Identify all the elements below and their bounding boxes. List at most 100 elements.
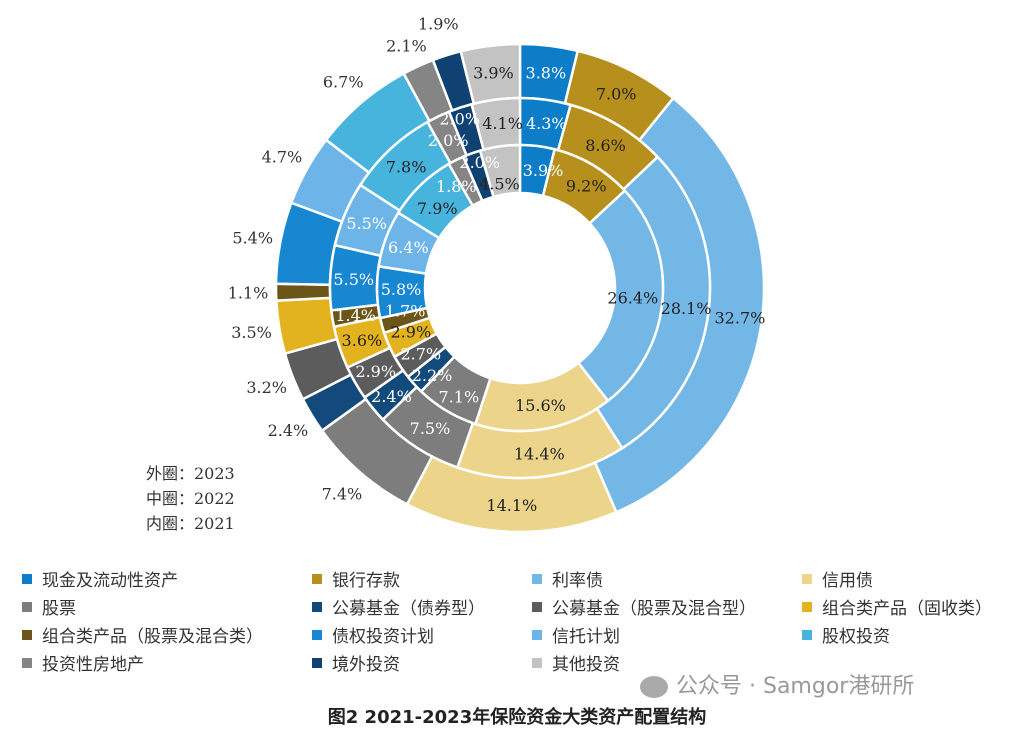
legend-label: 债权投资计划 bbox=[332, 627, 434, 647]
data-label-2021-3: 15.6% bbox=[515, 396, 566, 415]
segment-2023-8 bbox=[274, 282, 332, 302]
data-label-2022-13: 2.0% bbox=[439, 110, 480, 129]
data-label-2021-5: 2.2% bbox=[412, 366, 453, 385]
data-label-2021-12: 1.8% bbox=[436, 177, 477, 196]
legend-label: 银行存款 bbox=[332, 571, 400, 591]
legend-swatch bbox=[312, 629, 322, 640]
legend-swatch bbox=[22, 657, 32, 668]
data-label-2023-2: 32.7% bbox=[715, 309, 766, 328]
data-label-2021-14: 4.5% bbox=[479, 174, 520, 193]
data-label-2023-11: 6.7% bbox=[323, 72, 364, 91]
data-label-2023-4: 7.4% bbox=[322, 485, 363, 504]
legend-item: 利率债 bbox=[532, 566, 603, 591]
segment-2021-14 bbox=[478, 143, 522, 199]
legend-swatch bbox=[312, 573, 322, 584]
data-label-2023-10: 4.7% bbox=[262, 147, 303, 166]
legend-label: 公募基金（债券型） bbox=[332, 599, 485, 619]
data-label-2022-2: 28.1% bbox=[661, 299, 712, 318]
legend-item: 债权投资计划 bbox=[312, 622, 434, 647]
legend-label: 投资性房地产 bbox=[42, 655, 144, 675]
legend-item: 股票 bbox=[22, 594, 76, 619]
ring-note-inner: 内圈：2021 bbox=[146, 514, 235, 533]
legend-item: 组合类产品（固收类） bbox=[802, 594, 992, 619]
legend-item: 公募基金（股票及混合型） bbox=[532, 594, 756, 619]
legend-label: 境外投资 bbox=[332, 655, 400, 675]
data-label-2022-10: 5.5% bbox=[346, 214, 387, 233]
legend-label: 信用债 bbox=[822, 571, 873, 591]
watermark-text: 公众号 · Samgor港研所 bbox=[676, 674, 915, 699]
data-label-2021-1: 9.2% bbox=[566, 177, 607, 196]
data-label-2022-7: 3.6% bbox=[342, 331, 383, 350]
legend-swatch bbox=[802, 573, 812, 584]
data-label-2021-11: 7.9% bbox=[417, 199, 458, 218]
legend-item: 其他投资 bbox=[532, 650, 620, 675]
donut-chart: 3.8% 7.0% 32.7% 14.1% 7.4% 2.4% 3.2% 3.5% 1.1% 5.… bbox=[228, 15, 766, 534]
wechat-icon bbox=[640, 676, 668, 698]
data-label-2023-9: 5.4% bbox=[232, 228, 273, 247]
data-label-2021-7: 2.9% bbox=[391, 323, 432, 342]
data-label-2022-8: 1.4% bbox=[335, 306, 376, 325]
legend-swatch bbox=[802, 629, 812, 640]
data-label-2022-3: 14.4% bbox=[514, 444, 565, 463]
data-label-2022-11: 7.8% bbox=[386, 158, 427, 177]
legend-swatch bbox=[532, 573, 542, 584]
data-label-2023-14: 3.9% bbox=[473, 64, 514, 83]
data-label-2022-14: 4.1% bbox=[482, 114, 523, 133]
data-label-2023-7: 3.5% bbox=[231, 323, 272, 342]
legend-swatch bbox=[312, 657, 322, 668]
data-label-2023-5: 2.4% bbox=[268, 421, 309, 440]
data-label-2022-0: 4.3% bbox=[526, 114, 567, 133]
legend-swatch bbox=[532, 657, 542, 668]
legend-item: 信托计划 bbox=[532, 622, 620, 647]
data-label-2021-9: 5.8% bbox=[381, 280, 422, 299]
data-label-2023-6: 3.2% bbox=[246, 378, 287, 397]
legend-item: 股权投资 bbox=[802, 622, 890, 647]
legend-item: 组合类产品（股票及混合类） bbox=[22, 622, 263, 647]
data-label-2023-12: 2.1% bbox=[386, 37, 427, 56]
legend-label: 组合类产品（固收类） bbox=[822, 599, 992, 619]
legend-swatch bbox=[802, 601, 812, 612]
legend-label: 公募基金（股票及混合型） bbox=[552, 599, 756, 619]
data-label-2021-4: 7.1% bbox=[439, 387, 480, 406]
data-label-2022-6: 2.9% bbox=[355, 362, 396, 381]
legend-item: 投资性房地产 bbox=[22, 650, 144, 675]
legend-swatch bbox=[312, 601, 322, 612]
data-label-2023-0: 3.8% bbox=[526, 64, 567, 83]
legend-label: 股权投资 bbox=[822, 627, 890, 647]
data-label-2022-1: 8.6% bbox=[585, 136, 626, 155]
legend-item: 银行存款 bbox=[312, 566, 400, 591]
ring-note-outer: 外圈：2023 bbox=[146, 464, 235, 483]
chart-caption: 图2 2021-2023年保险资金大类资产配置结构 bbox=[327, 707, 707, 728]
data-label-2022-12: 2.0% bbox=[428, 131, 469, 150]
legend-item: 信用债 bbox=[802, 566, 873, 591]
legend-swatch bbox=[22, 601, 32, 612]
legend-item: 现金及流动性资产 bbox=[22, 566, 178, 591]
legend-swatch bbox=[22, 629, 32, 640]
data-label-2021-10: 6.4% bbox=[388, 238, 429, 257]
data-label-2022-4: 7.5% bbox=[410, 419, 451, 438]
data-label-2021-6: 2.7% bbox=[400, 345, 441, 364]
legend-label: 信托计划 bbox=[552, 627, 620, 647]
data-label-2022-5: 2.4% bbox=[371, 387, 412, 406]
data-label-2021-13: 2.0% bbox=[459, 153, 500, 172]
data-label-2023-1: 7.0% bbox=[596, 84, 637, 103]
legend-label: 组合类产品（股票及混合类） bbox=[42, 627, 263, 647]
data-label-2021-8: 1.7% bbox=[385, 301, 426, 320]
watermark: 公众号 · Samgor港研所 bbox=[640, 668, 914, 700]
legend-item: 公募基金（债券型） bbox=[312, 594, 485, 619]
legend-label: 其他投资 bbox=[552, 655, 620, 675]
data-label-2022-9: 5.5% bbox=[333, 270, 374, 289]
data-label-2023-13: 1.9% bbox=[418, 15, 459, 34]
data-label-2021-2: 26.4% bbox=[607, 289, 658, 308]
legend-label: 股票 bbox=[42, 599, 76, 619]
legend-swatch bbox=[532, 601, 542, 612]
legend-swatch bbox=[532, 629, 542, 640]
data-label-2023-8: 1.1% bbox=[228, 284, 269, 303]
legend-label: 利率债 bbox=[552, 571, 603, 591]
data-label-2021-0: 3.9% bbox=[523, 161, 564, 180]
legend-label: 现金及流动性资产 bbox=[42, 571, 178, 591]
ring-note-middle: 中圈：2022 bbox=[146, 489, 235, 508]
data-label-2023-3: 14.1% bbox=[486, 496, 537, 515]
legend-swatch bbox=[22, 573, 32, 584]
legend-item: 境外投资 bbox=[312, 650, 400, 675]
